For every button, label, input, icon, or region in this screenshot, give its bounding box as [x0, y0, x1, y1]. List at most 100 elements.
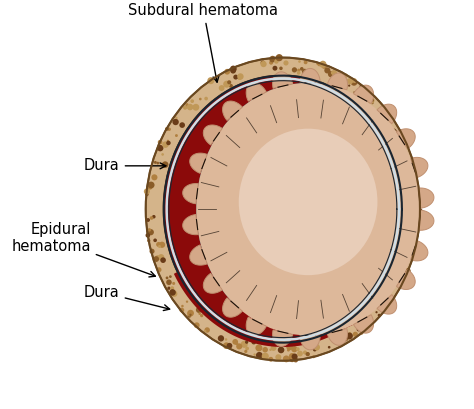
Polygon shape	[327, 328, 347, 345]
Circle shape	[169, 289, 176, 296]
Circle shape	[244, 350, 247, 353]
Circle shape	[243, 335, 248, 340]
Circle shape	[219, 85, 225, 91]
Circle shape	[393, 135, 398, 139]
Circle shape	[400, 256, 405, 261]
Circle shape	[399, 243, 402, 247]
Circle shape	[147, 239, 150, 242]
Circle shape	[269, 61, 273, 65]
Circle shape	[154, 161, 157, 164]
Circle shape	[355, 92, 360, 97]
Circle shape	[378, 314, 381, 317]
Circle shape	[352, 78, 357, 83]
Circle shape	[332, 337, 339, 344]
Circle shape	[417, 200, 421, 205]
Circle shape	[235, 342, 238, 345]
Circle shape	[353, 91, 356, 93]
Circle shape	[304, 61, 308, 64]
Circle shape	[394, 264, 401, 270]
Circle shape	[339, 72, 346, 79]
Circle shape	[207, 77, 214, 84]
Circle shape	[147, 184, 153, 190]
Circle shape	[175, 117, 178, 119]
Circle shape	[175, 134, 178, 137]
Circle shape	[160, 257, 166, 263]
Polygon shape	[354, 315, 374, 333]
Circle shape	[254, 353, 256, 356]
Polygon shape	[377, 104, 397, 124]
Circle shape	[404, 268, 411, 274]
Circle shape	[347, 78, 353, 84]
Circle shape	[191, 99, 194, 103]
Circle shape	[297, 69, 301, 72]
Circle shape	[374, 121, 380, 126]
Circle shape	[237, 76, 242, 80]
Circle shape	[261, 61, 265, 65]
Circle shape	[397, 268, 404, 275]
Circle shape	[289, 353, 295, 360]
Polygon shape	[396, 270, 415, 290]
Circle shape	[188, 314, 191, 318]
Ellipse shape	[163, 75, 402, 344]
Circle shape	[227, 343, 232, 348]
Polygon shape	[273, 72, 293, 88]
Circle shape	[356, 328, 360, 331]
Polygon shape	[419, 188, 434, 208]
Circle shape	[362, 319, 367, 325]
Circle shape	[300, 67, 303, 71]
Polygon shape	[396, 129, 415, 149]
Circle shape	[283, 61, 289, 65]
Circle shape	[166, 279, 172, 285]
Circle shape	[225, 338, 228, 341]
Circle shape	[255, 344, 263, 351]
Circle shape	[204, 97, 208, 100]
Circle shape	[158, 245, 161, 248]
Circle shape	[292, 67, 297, 72]
Polygon shape	[410, 241, 428, 261]
Circle shape	[180, 308, 184, 312]
Circle shape	[369, 309, 372, 312]
Circle shape	[187, 312, 191, 316]
Circle shape	[146, 218, 150, 222]
Circle shape	[153, 256, 159, 262]
Circle shape	[204, 330, 207, 333]
Circle shape	[375, 311, 378, 313]
Circle shape	[316, 62, 319, 65]
Circle shape	[189, 312, 192, 315]
Circle shape	[413, 236, 417, 240]
Circle shape	[199, 98, 201, 100]
Circle shape	[339, 79, 343, 83]
Circle shape	[230, 68, 236, 74]
Circle shape	[342, 335, 348, 342]
Polygon shape	[246, 317, 266, 335]
Circle shape	[373, 109, 377, 114]
Circle shape	[158, 140, 163, 144]
Circle shape	[346, 79, 350, 83]
Circle shape	[200, 314, 203, 317]
Circle shape	[227, 80, 231, 84]
Circle shape	[331, 70, 335, 75]
Circle shape	[413, 215, 420, 222]
Circle shape	[268, 357, 273, 362]
Circle shape	[260, 61, 267, 67]
Circle shape	[297, 351, 303, 357]
Circle shape	[241, 341, 248, 348]
Circle shape	[173, 119, 179, 125]
Ellipse shape	[239, 129, 377, 275]
Polygon shape	[203, 125, 222, 145]
Ellipse shape	[146, 58, 420, 361]
Circle shape	[237, 73, 244, 80]
Circle shape	[233, 74, 238, 80]
Circle shape	[159, 242, 165, 248]
Circle shape	[185, 103, 189, 106]
Circle shape	[204, 327, 210, 333]
Ellipse shape	[163, 75, 402, 344]
Circle shape	[145, 192, 149, 196]
Polygon shape	[190, 153, 207, 173]
Circle shape	[343, 73, 348, 78]
Circle shape	[245, 341, 248, 344]
Circle shape	[187, 104, 193, 110]
Circle shape	[271, 345, 276, 351]
Circle shape	[396, 140, 401, 144]
Circle shape	[394, 141, 401, 147]
